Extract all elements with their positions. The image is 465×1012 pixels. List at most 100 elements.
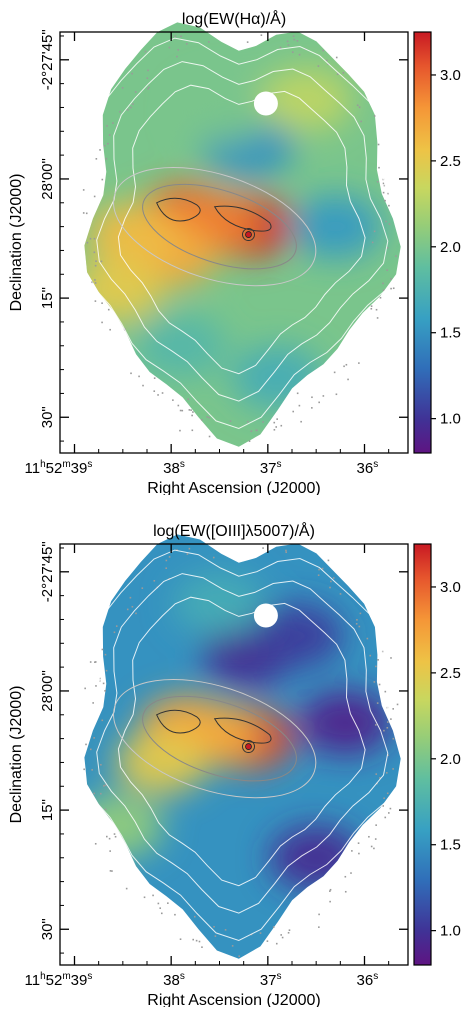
colorbar-tick-label: 1.0 [440, 923, 461, 940]
noise-speck [358, 106, 361, 109]
noise-speck [373, 115, 376, 117]
noise-speck [130, 106, 132, 109]
noise-speck [126, 109, 129, 111]
noise-speck [157, 394, 159, 396]
noise-speck [131, 605, 134, 608]
x-tick-label: 37s [260, 459, 282, 477]
emission-blob [299, 690, 392, 755]
noise-speck [382, 289, 385, 292]
noise-speck [246, 41, 249, 43]
noise-speck [131, 72, 133, 75]
noise-speck [292, 410, 295, 413]
emission-map [84, 22, 401, 447]
noise-speck [272, 926, 275, 928]
noise-speck [246, 420, 249, 423]
noise-speck [298, 404, 301, 407]
noise-speck [207, 41, 210, 43]
noise-speck [359, 612, 362, 615]
x-tick-label: 11h52m39s [25, 459, 93, 477]
noise-speck [388, 204, 390, 207]
x-tick-hour: 11 [25, 972, 41, 989]
noise-speck [99, 149, 101, 151]
noise-speck [168, 46, 171, 49]
noise-speck [126, 608, 129, 611]
x-tick-h-unit: h [40, 971, 46, 982]
y-tick-label: -2°27'45" [39, 29, 56, 90]
noise-speck [208, 435, 211, 438]
noise-speck [336, 73, 339, 75]
ew-oiii-map: 11h52m39s 38s 37s 36s-2°27'45"28'00"15"30"l… [8, 521, 461, 1009]
x-tick-s-unit: s [277, 971, 282, 982]
noise-speck [177, 49, 179, 51]
noise-speck [370, 307, 373, 310]
x-tick-sec: 36 [357, 972, 374, 989]
noise-speck [296, 40, 299, 42]
noise-speck [343, 365, 345, 368]
noise-speck [376, 317, 379, 319]
noise-speck [179, 429, 181, 432]
noise-speck [82, 212, 85, 214]
noise-speck [95, 685, 97, 687]
x-tick-label: 11h52m39s [25, 971, 93, 989]
noise-speck [356, 104, 359, 107]
noise-speck [329, 888, 332, 891]
noise-speck [329, 890, 331, 892]
noise-speck [389, 807, 392, 810]
noise-speck [377, 143, 380, 146]
noise-speck [378, 166, 380, 169]
contour-gray [113, 678, 317, 799]
noise-speck [378, 683, 381, 686]
noise-speck [275, 426, 278, 428]
emission-blobs [84, 67, 382, 410]
colorbar-tick-label: 2.5 [440, 153, 461, 170]
noise-speck [104, 653, 107, 656]
noise-speck [388, 223, 391, 225]
contours [77, 37, 408, 430]
contour-dark [213, 205, 272, 232]
colorbar [413, 543, 432, 966]
contour-gray [113, 166, 317, 287]
noise-speck [94, 661, 96, 663]
x-tick-label: 36s [357, 459, 379, 477]
noise-speck [174, 35, 177, 38]
x-tick-min: 52 [46, 460, 63, 477]
noise-speck [355, 623, 358, 625]
noise-speck [229, 420, 232, 422]
noise-speck [93, 792, 96, 795]
noise-speck [374, 838, 377, 840]
noise-speck [248, 440, 251, 442]
noise-speck [85, 212, 88, 215]
noise-speck [311, 407, 313, 409]
noise-speck [379, 777, 381, 779]
noise-speck [93, 251, 96, 254]
noise-speck [390, 657, 392, 659]
noise-speck [375, 665, 377, 668]
y-tick-label: 28'00" [39, 670, 56, 712]
x-tick-sec: 39 [71, 460, 88, 477]
noise-speck [104, 689, 106, 692]
noise-speck [101, 719, 104, 722]
noise-speck [93, 195, 96, 198]
x-tick-label: 36s [357, 971, 379, 989]
noise-speck [108, 837, 111, 840]
noise-speck [174, 913, 176, 916]
x-tick-hour: 11 [25, 460, 41, 477]
noise-speck [385, 220, 387, 223]
noise-speck [392, 708, 395, 710]
noise-speck [373, 681, 376, 683]
noise-speck [387, 754, 389, 757]
noise-speck [280, 424, 283, 427]
contour-light [117, 596, 366, 887]
noise-speck [114, 835, 117, 838]
noise-speck [371, 241, 374, 244]
contours [77, 549, 408, 942]
noise-speck [104, 784, 107, 786]
noise-speck [260, 34, 263, 36]
noise-speck [129, 596, 132, 599]
noise-speck [357, 842, 360, 844]
noise-speck [130, 372, 132, 375]
noise-speck [107, 142, 109, 145]
colorbar-tick-label: 3.0 [440, 579, 461, 596]
noise-speck [104, 808, 107, 811]
noise-speck [395, 255, 397, 257]
